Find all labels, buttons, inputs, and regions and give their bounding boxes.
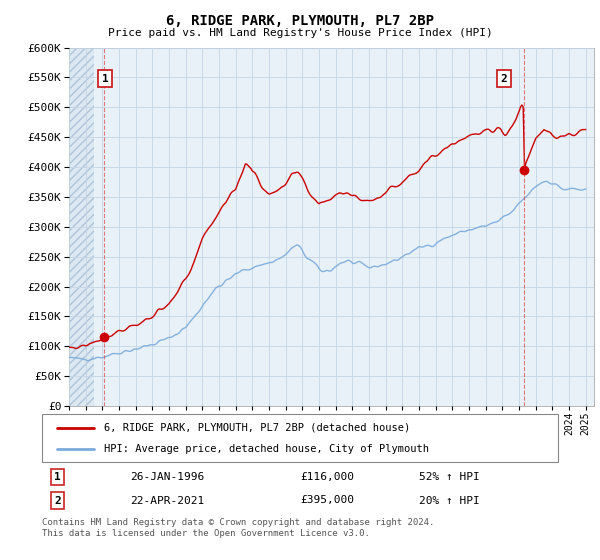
Text: Price paid vs. HM Land Registry's House Price Index (HPI): Price paid vs. HM Land Registry's House … bbox=[107, 28, 493, 38]
Text: £116,000: £116,000 bbox=[300, 472, 354, 482]
Bar bbox=[69, 48, 94, 406]
Text: 20% ↑ HPI: 20% ↑ HPI bbox=[419, 496, 479, 506]
Text: 2: 2 bbox=[501, 74, 508, 83]
Text: 26-JAN-1996: 26-JAN-1996 bbox=[130, 472, 204, 482]
Text: This data is licensed under the Open Government Licence v3.0.: This data is licensed under the Open Gov… bbox=[42, 529, 370, 538]
Text: 2: 2 bbox=[54, 496, 61, 506]
Text: 6, RIDGE PARK, PLYMOUTH, PL7 2BP: 6, RIDGE PARK, PLYMOUTH, PL7 2BP bbox=[166, 14, 434, 28]
Text: 1: 1 bbox=[54, 472, 61, 482]
Text: 6, RIDGE PARK, PLYMOUTH, PL7 2BP (detached house): 6, RIDGE PARK, PLYMOUTH, PL7 2BP (detach… bbox=[104, 423, 410, 433]
FancyBboxPatch shape bbox=[42, 414, 558, 462]
Text: £395,000: £395,000 bbox=[300, 496, 354, 506]
Text: 22-APR-2021: 22-APR-2021 bbox=[130, 496, 204, 506]
Text: HPI: Average price, detached house, City of Plymouth: HPI: Average price, detached house, City… bbox=[104, 444, 429, 454]
Text: 52% ↑ HPI: 52% ↑ HPI bbox=[419, 472, 479, 482]
Text: Contains HM Land Registry data © Crown copyright and database right 2024.: Contains HM Land Registry data © Crown c… bbox=[42, 518, 434, 527]
Text: 1: 1 bbox=[102, 74, 109, 83]
